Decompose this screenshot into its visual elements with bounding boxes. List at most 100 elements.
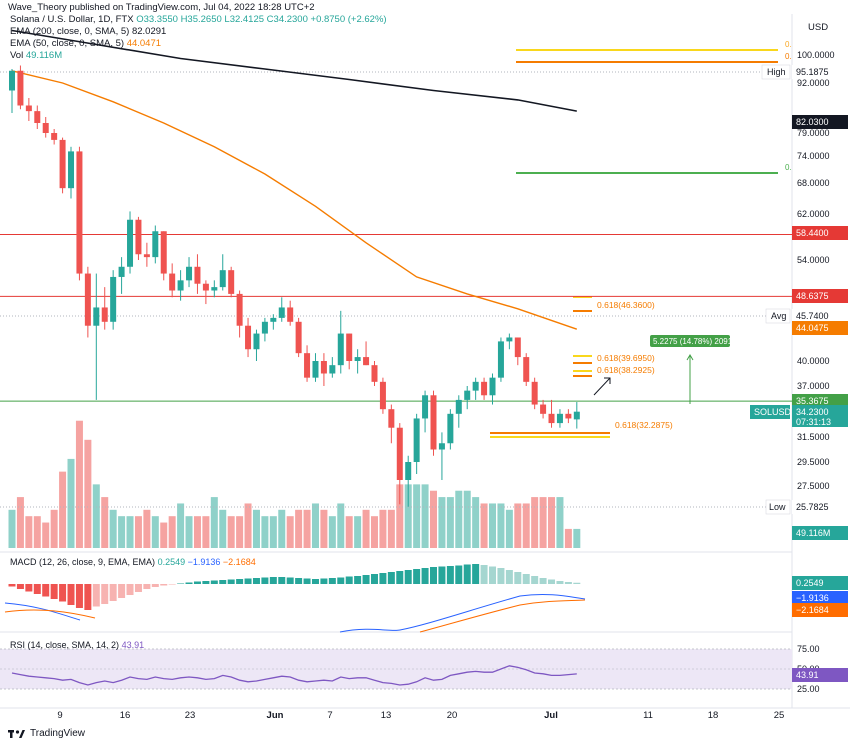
macd-histogram-bar [421,568,429,584]
candle-body [143,254,150,258]
price-tick-label: 29.5000 [797,457,830,467]
macd-histogram-bar [236,579,244,584]
volume-bar [168,516,176,548]
high-label-bg [761,64,791,80]
level-48-tag-bg [792,289,848,303]
volume-bar [193,516,201,548]
candle-body [101,307,108,322]
macd-histogram-bar [185,582,193,584]
legend-high: H35.2650 [180,14,222,25]
macd-histogram-bar [548,579,556,584]
candle-body [320,361,327,374]
ema50-price-tag-bg [792,321,848,335]
macd-histogram-bar [25,584,33,592]
volume-bar [345,516,353,548]
avg-value-tag-bg [792,309,848,323]
macd-histogram-bar [252,578,260,584]
legend-ema50-row: EMA (50, close, 0, SMA, 5) 44.0471 [10,38,387,50]
candle-body [177,280,184,291]
rsi-legend: RSI (14, close, SMA, 14, 2) 43.91 [10,640,144,650]
candle-body [329,365,336,374]
volume-bar [311,503,319,548]
rsi-legend-value: 43.91 [121,640,145,650]
macd-histogram-bar [59,584,67,602]
candle-body [523,357,530,382]
volume-bar [33,516,41,548]
macd-histogram-bar [497,568,505,584]
candle-body [531,381,538,405]
volume-bar [252,509,260,548]
volume-bar [160,522,168,548]
rsi-value-tag-bg [792,668,848,682]
macd-histogram-bar [278,577,286,584]
macd-histogram-bar [109,584,117,601]
fib-level-label: 0.618(32.2875) [615,420,673,430]
macd-histogram-bar [455,565,463,584]
macd-hist-tag-bg [792,576,848,590]
macd-histogram-bar [50,584,58,599]
macd-histogram-bar [564,582,572,584]
macd-histogram-bar [522,574,530,584]
candle-body [514,337,521,358]
candle-body [160,231,167,274]
volume-bar [101,497,109,548]
signal-line [4,599,586,633]
macd-histogram-bar [286,577,294,584]
volume-bar [109,509,117,548]
volume-bar [548,497,556,548]
volume-bar [413,484,421,548]
candle-body [59,139,66,189]
volume-bar [269,516,277,548]
legend-ema50-label: EMA (50, close, 0, SMA, 5) [10,38,125,49]
price-tick-label: 37.0000 [797,381,830,391]
volume-bar [354,516,362,548]
macd-histogram-bar [531,576,539,584]
macd-histogram-bar [33,584,41,594]
volume-bar [244,503,252,548]
volume-bar [387,509,395,548]
price-tick-label: 31.5000 [797,432,830,442]
candle-body [565,413,572,419]
macd-histogram-bar [202,581,210,584]
x-tick-label: Jul [544,710,558,721]
volume-bar [303,509,311,548]
legend-symbol-row: Solana / U.S. Dollar, 1D, FTX O33.3550 H… [10,14,387,26]
macd-histogram-bar [345,576,353,584]
candle-body [17,70,24,106]
macd-histogram-bar [438,566,446,584]
volume-bar [573,528,581,548]
candle-body [9,70,15,91]
macd-histogram-bar [556,581,564,584]
macd-legend-val3: −2.1684 [222,557,256,567]
macd-histogram-bar [430,567,437,584]
candle-body [506,337,513,342]
legend-ema200-row: EMA (200, close, 0, SMA, 5) 82.0291 [10,26,387,38]
volume-bar [185,516,193,548]
volume-bar [236,516,244,548]
candle-body [253,333,260,350]
candle-body [413,418,420,462]
macd-legend-val1: 0.2549 [157,557,186,567]
fib-partial-label: 0. [785,52,792,61]
volume-bar [92,484,100,548]
currency-label: USD [808,22,828,33]
price-tick-label: 74.0000 [797,151,830,161]
volume-bar [480,503,488,548]
rsi-tick-75: 75.00 [797,644,820,654]
candle-body [219,270,226,288]
macd-histogram-bar [514,572,522,584]
macd-histogram-bar [168,584,176,585]
volume-bar [286,516,294,548]
candle-body [194,266,201,284]
macd-histogram-bar [379,573,387,584]
candle-body [211,287,218,291]
volume-bar [430,490,437,548]
candle-body [396,427,403,480]
volume-bar [151,516,159,548]
volume-bar [143,509,151,548]
candle-body [228,270,235,294]
volume-bar [227,516,235,548]
macd-histogram-bar [143,584,151,589]
candle-body [540,404,547,414]
